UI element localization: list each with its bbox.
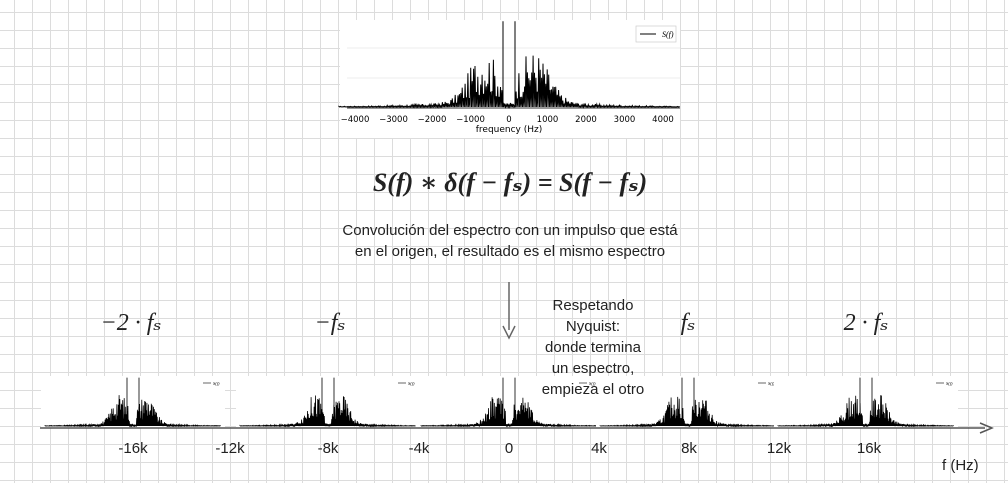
top-plot-legend-text: S(f): [662, 30, 674, 39]
axis-tick-label: -16k: [118, 440, 148, 457]
top-plot-tick-label: 3000: [614, 115, 636, 125]
shifted-spectrum: S(f): [774, 376, 958, 428]
shift-label-fs: fₛ: [680, 310, 696, 336]
top-plot-tick-label: 4000: [652, 115, 674, 125]
top-plot-background: [340, 20, 680, 138]
top-plot-xlabel: frequency (Hz): [476, 125, 543, 135]
shift-label-minus-2fs: −2 · fₛ: [100, 310, 162, 336]
down-arrow: [502, 282, 516, 340]
top-spectrum-plot: S(f) −4000 −3000 −2000 −1000 0 1000 2000 3000 40…: [338, 20, 680, 138]
shifted-spectra: S(f) S(f) S(f) S(f) S(f): [41, 376, 958, 428]
note-line-1: Respetando: [552, 297, 634, 314]
mini-plot-background: [417, 376, 601, 428]
top-plot-tick-label: 1000: [537, 115, 559, 125]
convolution-equation: S(f) ∗ δ(f − fₛ) = S(f − fₛ): [372, 168, 648, 197]
axis-tick-label: 0: [504, 440, 514, 457]
mini-spectrum-curve: [239, 377, 416, 428]
top-spectrum-curve: [338, 21, 680, 109]
axis-tick-label: 16k: [856, 440, 882, 457]
axis-tick-label: -12k: [215, 440, 245, 457]
mini-spectrum-curve: [44, 377, 221, 428]
nyquist-note: Respetando Nyquist: donde termina un esp…: [528, 295, 658, 400]
top-plot-tick-label: −2000: [418, 115, 447, 125]
mini-plot-background: [596, 376, 780, 428]
shifted-spectrum: S(f): [596, 376, 780, 428]
axis-label: f (Hz): [942, 457, 979, 474]
note-line-5: empieza el otro: [541, 381, 645, 398]
mini-plot-background: [41, 376, 225, 428]
top-plot-tick-label: 2000: [575, 115, 597, 125]
mini-legend-text: S(f): [946, 381, 953, 386]
note-line-4: un espectro,: [551, 360, 635, 377]
axis-arrowhead: [979, 422, 994, 434]
mini-spectrum-curve: [777, 377, 954, 428]
caption: Convolución del espectro con un impulso …: [300, 220, 720, 262]
mini-spectrum-curve: [420, 377, 597, 428]
axis-tick-label: 8k: [681, 440, 697, 457]
shift-label-2fs: 2 · fₛ: [843, 310, 889, 336]
mini-legend-text: S(f): [589, 381, 596, 386]
top-plot-ticks: −4000 −3000 −2000 −1000 0 1000 2000 3000 4000: [341, 115, 674, 125]
mini-legend-text: S(f): [768, 381, 775, 386]
mini-plot-background: [774, 376, 958, 428]
shifted-spectrum: S(f): [41, 376, 225, 428]
shift-label-minus-fs: −fₛ: [314, 310, 346, 336]
shifted-spectrum: S(f): [236, 376, 420, 428]
axis-tick-label: -4k: [408, 440, 430, 457]
top-plot-tick-label: 0: [506, 115, 511, 125]
top-plot-tick-label: −1000: [456, 115, 485, 125]
mini-legend-text: S(f): [408, 381, 415, 386]
note-line-2: Nyquist:: [565, 318, 621, 335]
mini-plot-background: [236, 376, 420, 428]
mini-legend-text: S(f): [213, 381, 220, 386]
axis-tick-label: 12k: [766, 440, 792, 457]
top-plot-tick-label: −3000: [379, 115, 408, 125]
axis-tick-label: -8k: [317, 440, 339, 457]
shifted-spectrum: S(f): [417, 376, 601, 428]
top-plot-tick-label: −4000: [341, 115, 370, 125]
note-line-3: donde termina: [545, 339, 641, 356]
frequency-axis: [40, 422, 994, 434]
mini-spectrum-curve: [599, 377, 776, 428]
caption-line-1: Convolución del espectro con un impulso …: [342, 222, 678, 239]
caption-line-2: en el origen, el resultado es el mismo e…: [354, 243, 666, 260]
axis-tick-label: 4k: [591, 440, 607, 457]
